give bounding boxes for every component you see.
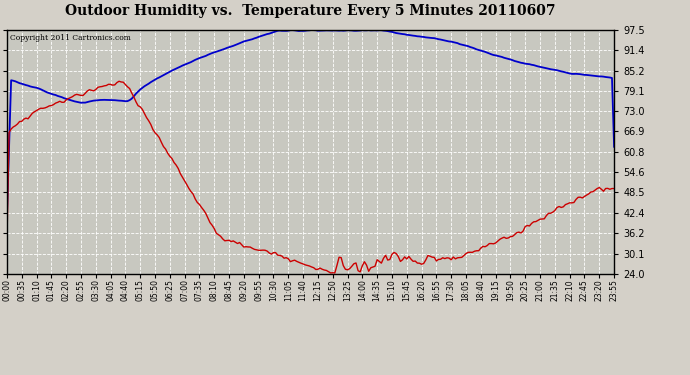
- Text: Outdoor Humidity vs.  Temperature Every 5 Minutes 20110607: Outdoor Humidity vs. Temperature Every 5…: [66, 4, 555, 18]
- Text: Copyright 2011 Cartronics.com: Copyright 2011 Cartronics.com: [10, 34, 131, 42]
